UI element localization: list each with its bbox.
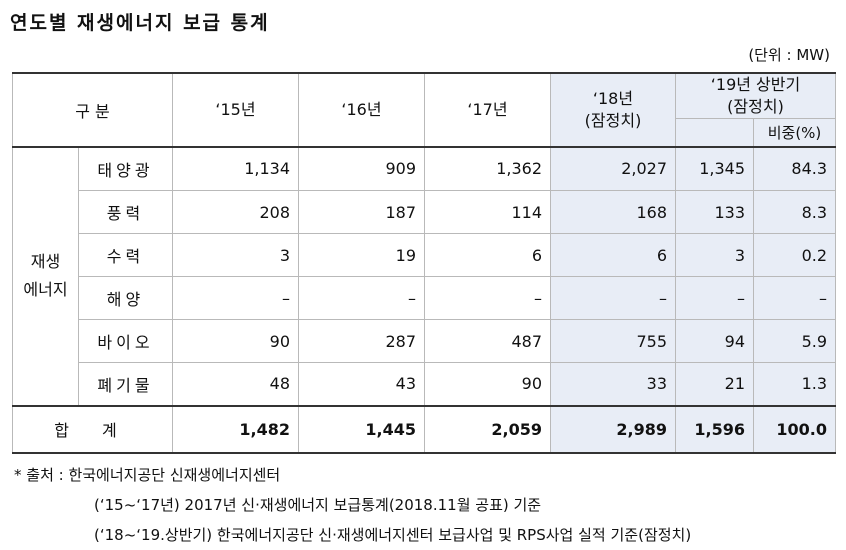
cell: 487: [424, 319, 551, 363]
cell: 48: [172, 362, 299, 406]
cell: 6: [550, 233, 676, 277]
group-label: 재생 에너지: [12, 145, 79, 406]
cell: 208: [172, 190, 299, 234]
table-row: 풍력 208 187 114 168 133 8.3: [13, 190, 837, 234]
cell: 90: [172, 319, 299, 363]
header-year-2016: ‘16년: [298, 72, 425, 147]
row-label: 해양: [78, 276, 173, 320]
header-2019-h1: ‘19년 상반기 (잠정치): [674, 72, 837, 119]
header-category: 구 분: [12, 72, 173, 147]
cell: 1,134: [172, 145, 299, 191]
row-label: 태양광: [78, 145, 173, 191]
table-row: 폐기물 48 43 90 33 21 1.3: [13, 362, 837, 406]
cell: 19: [298, 233, 425, 277]
statistics-table: 구 분 ‘15년 ‘16년 ‘17년 ‘18년 (잠정치) ‘19년 상반기 (…: [12, 72, 837, 454]
total-cell: 1,445: [298, 404, 425, 453]
cell: –: [550, 276, 676, 320]
cell: 6: [424, 233, 551, 277]
source-notes: * 출처 : 한국에너지공단 신재생에너지센터 (‘15~‘17년) 2017년…: [14, 460, 691, 550]
cell: 755: [550, 319, 676, 363]
cell: 3: [172, 233, 299, 277]
row-label: 수력: [78, 233, 173, 277]
source-line: * 출처 : 한국에너지공단 신재생에너지센터: [14, 466, 281, 484]
total-cell: 2,989: [550, 404, 676, 453]
header-2019-empty: [675, 118, 754, 147]
cell: –: [424, 276, 551, 320]
cell: 5.9: [752, 319, 837, 363]
header-share: 비중(%): [752, 118, 837, 147]
group-label-line1: 재생: [30, 252, 61, 271]
header-year-2018: ‘18년 (잠정치): [550, 72, 676, 147]
table-row: 해양 – – – – – –: [13, 276, 837, 320]
cell: 0.2: [752, 233, 837, 277]
page-title: 연도별 재생에너지 보급 통계: [10, 12, 270, 34]
cell: 1,362: [424, 145, 551, 191]
total-cell: 100.0: [752, 404, 837, 453]
row-label: 풍력: [78, 190, 173, 234]
cell: 94: [675, 319, 754, 363]
header-year-2015: ‘15년: [172, 72, 299, 147]
total-cell: 1,596: [675, 404, 754, 453]
cell: 3: [675, 233, 754, 277]
total-cell: 2,059: [424, 404, 551, 453]
cell: 43: [298, 362, 425, 406]
row-label: 폐기물: [78, 362, 173, 406]
source-detail-2015-2017: (‘15~‘17년) 2017년 신·재생에너지 보급통계(2018.11월 공…: [94, 496, 542, 514]
table-row: 바이오 90 287 487 755 94 5.9: [13, 319, 837, 363]
cell: 133: [675, 190, 754, 234]
cell: 33: [550, 362, 676, 406]
cell: 1.3: [752, 362, 837, 406]
header-2018-provisional: (잠정치): [584, 110, 642, 130]
table-row: 재생 에너지 태양광 1,134 909 1,362 2,027 1,345 8…: [12, 145, 837, 406]
cell: 287: [298, 319, 425, 363]
cell: 187: [298, 190, 425, 234]
cell: –: [298, 276, 425, 320]
cell: 90: [424, 362, 551, 406]
cell: 84.3: [752, 145, 837, 191]
total-label: 합 계: [12, 404, 173, 453]
cell: 1,345: [675, 145, 754, 191]
table-row: 수력 3 19 6 6 3 0.2: [13, 233, 837, 277]
cell: 114: [424, 190, 551, 234]
cell: 909: [298, 145, 425, 191]
cell: 21: [675, 362, 754, 406]
cell: 2,027: [550, 145, 676, 191]
header-2019-label: ‘19년 상반기: [710, 75, 801, 94]
cell: –: [752, 276, 837, 320]
header-year-2017: ‘17년: [424, 72, 551, 147]
row-label: 바이오: [78, 319, 173, 363]
cell: 8.3: [752, 190, 837, 234]
total-cell: 1,482: [172, 404, 299, 453]
header-2019-provisional: (잠정치): [727, 97, 784, 116]
cell: 168: [550, 190, 676, 234]
cell: –: [675, 276, 754, 320]
total-row: 합 계 1,482 1,445 2,059 2,989 1,596 100.0: [12, 404, 837, 453]
unit-label: (단위 : MW): [748, 46, 830, 64]
header-2018-label: ‘18년: [592, 88, 634, 108]
group-label-line2: 에너지: [23, 280, 68, 299]
cell: –: [172, 276, 299, 320]
source-detail-2018-2019: (‘18~‘19.상반기) 한국에너지공단 신·재생에너지센터 보급사업 및 R…: [94, 526, 692, 544]
